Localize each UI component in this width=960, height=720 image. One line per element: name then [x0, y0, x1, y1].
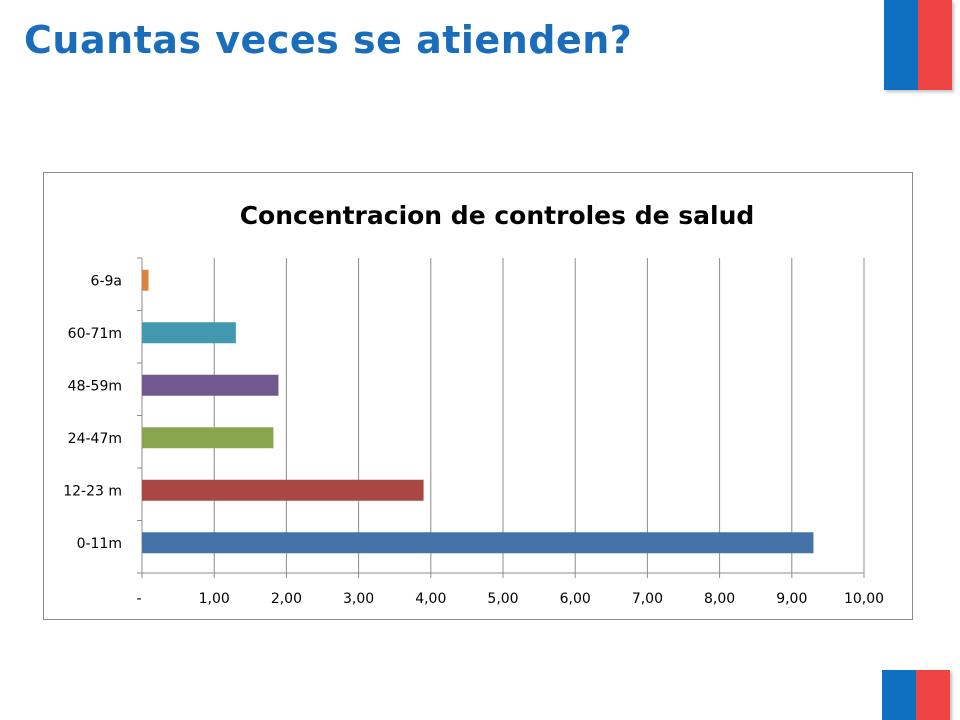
- bar-24-47m: [142, 427, 274, 449]
- flag-red-stripe: [916, 670, 950, 720]
- flag-red-stripe: [918, 0, 952, 90]
- bar-chart: Concentracion de controles de salud - 1,00…: [63, 201, 884, 607]
- x-tick-label: 7,00: [632, 591, 663, 607]
- x-tick-label: -: [136, 591, 141, 607]
- y-category-label: 0-11m: [77, 536, 122, 552]
- x-tick-label: 8,00: [704, 591, 735, 607]
- x-tick-label: 3,00: [343, 591, 374, 607]
- bar-0-11m: [142, 532, 814, 554]
- slide-title: Cuantas veces se atienden?: [24, 18, 633, 62]
- x-tick-label: 4,00: [415, 591, 446, 607]
- chart-frame: Concentracion de controles de salud - 1,00…: [43, 172, 913, 620]
- x-tick-label: 6,00: [560, 591, 591, 607]
- x-tick-label: 5,00: [487, 591, 518, 607]
- x-tick-label: 9,00: [776, 591, 807, 607]
- chile-flag-logo-bottom: [882, 670, 950, 720]
- chart-title: Concentracion de controles de salud: [240, 201, 755, 230]
- y-category-label: 60-71m: [68, 326, 122, 342]
- flag-blue-stripe: [884, 0, 918, 90]
- y-category-label: 12-23 m: [63, 483, 122, 499]
- y-category-label: 24-47m: [68, 431, 122, 447]
- bar-48-59m: [142, 374, 279, 396]
- x-tick-label: 1,00: [199, 591, 230, 607]
- y-category-label: 48-59m: [68, 378, 122, 394]
- bar-6-9a: [142, 269, 149, 291]
- y-category-label: 6-9a: [91, 273, 122, 289]
- x-tick-label: 10,00: [844, 591, 884, 607]
- flag-blue-stripe: [882, 670, 916, 720]
- bar-60-71m: [142, 322, 236, 344]
- bar-12-23m: [142, 479, 424, 501]
- x-tick-label: 2,00: [271, 591, 302, 607]
- chile-flag-logo-top: [884, 0, 952, 90]
